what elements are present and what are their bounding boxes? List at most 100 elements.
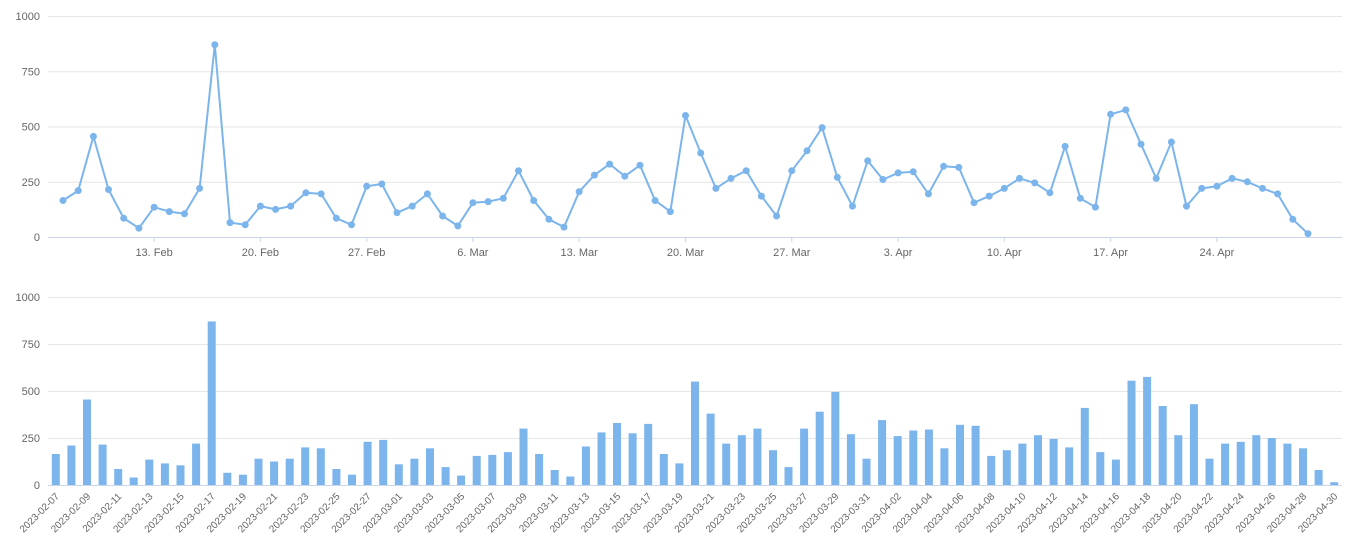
line-point[interactable] <box>909 168 917 176</box>
line-point[interactable] <box>1000 184 1008 192</box>
bar[interactable] <box>581 446 590 486</box>
bar[interactable] <box>1018 443 1027 485</box>
line-point[interactable] <box>530 197 538 204</box>
bar[interactable] <box>223 472 232 485</box>
bar[interactable] <box>1111 459 1120 485</box>
line-point[interactable] <box>712 184 720 192</box>
line-point[interactable] <box>165 208 173 216</box>
line-point[interactable] <box>803 147 811 155</box>
line-point[interactable] <box>575 188 583 196</box>
bar[interactable] <box>285 458 294 485</box>
line-point[interactable] <box>1213 182 1221 190</box>
line-point[interactable] <box>1304 230 1312 238</box>
line-point[interactable] <box>439 212 447 220</box>
line-point[interactable] <box>955 163 963 171</box>
line-point[interactable] <box>636 161 644 169</box>
bar[interactable] <box>675 463 684 485</box>
bar[interactable] <box>613 423 621 485</box>
line-point[interactable] <box>226 219 234 227</box>
bar[interactable] <box>1174 435 1183 485</box>
line-point[interactable] <box>924 190 932 198</box>
line-point[interactable] <box>105 186 112 193</box>
line-point[interactable] <box>651 197 659 204</box>
line-point[interactable] <box>120 214 128 222</box>
line-point[interactable] <box>89 132 97 140</box>
bar[interactable] <box>831 391 840 485</box>
line-point[interactable] <box>1031 179 1039 187</box>
bar[interactable] <box>909 430 918 486</box>
line-point[interactable] <box>256 202 264 210</box>
bar[interactable] <box>441 467 450 485</box>
line-point[interactable] <box>833 173 841 181</box>
bar[interactable] <box>1002 450 1011 485</box>
line-point[interactable] <box>1152 174 1160 182</box>
bar[interactable] <box>67 445 76 486</box>
bar[interactable] <box>550 470 559 485</box>
line-point[interactable] <box>985 192 993 200</box>
line-point[interactable] <box>606 160 614 168</box>
bar[interactable] <box>659 454 668 485</box>
bar[interactable] <box>426 448 434 485</box>
line-point[interactable] <box>59 197 67 204</box>
line-point[interactable] <box>1016 174 1023 182</box>
line-point[interactable] <box>818 124 826 132</box>
bar[interactable] <box>238 474 247 485</box>
bar[interactable] <box>706 413 715 485</box>
line-point[interactable] <box>1167 138 1175 146</box>
line-point[interactable] <box>727 174 735 182</box>
line-point[interactable] <box>469 199 477 207</box>
bar[interactable] <box>1283 443 1292 485</box>
line-point[interactable] <box>1243 178 1251 186</box>
line-point[interactable] <box>1198 184 1206 192</box>
bar[interactable] <box>535 454 544 485</box>
bar[interactable] <box>270 461 279 486</box>
bar[interactable] <box>597 432 606 485</box>
bar[interactable] <box>1127 380 1136 485</box>
bar[interactable] <box>1096 452 1105 485</box>
line-point[interactable] <box>241 221 249 229</box>
line-point[interactable] <box>348 221 355 229</box>
line-point[interactable] <box>1122 106 1130 114</box>
bar[interactable] <box>737 435 746 485</box>
bar[interactable] <box>1189 404 1198 485</box>
bar[interactable] <box>472 455 481 485</box>
bar[interactable] <box>769 450 777 485</box>
bar[interactable] <box>691 381 699 485</box>
bar[interactable] <box>503 452 512 485</box>
bar[interactable] <box>379 439 388 485</box>
bar[interactable] <box>176 465 185 485</box>
line-point[interactable] <box>211 41 219 49</box>
line-point[interactable] <box>1289 215 1297 223</box>
bar[interactable] <box>893 436 902 485</box>
bar[interactable] <box>722 443 731 485</box>
line-point[interactable] <box>757 192 765 200</box>
bar[interactable] <box>956 424 964 485</box>
line-point[interactable] <box>545 215 553 223</box>
bar[interactable] <box>332 469 341 485</box>
bar[interactable] <box>815 411 824 485</box>
line-point[interactable] <box>864 157 872 165</box>
line-point[interactable] <box>1046 189 1054 197</box>
bar[interactable] <box>301 447 310 485</box>
line-point[interactable] <box>272 205 280 213</box>
bar[interactable] <box>519 428 528 485</box>
line-point[interactable] <box>196 184 204 192</box>
bar[interactable] <box>1267 438 1276 485</box>
bar[interactable] <box>394 464 403 485</box>
line-point[interactable] <box>1183 202 1190 210</box>
line-point[interactable] <box>879 176 887 183</box>
bar[interactable] <box>971 425 980 485</box>
bar[interactable] <box>1080 407 1089 485</box>
bar[interactable] <box>316 448 325 485</box>
bar[interactable] <box>753 428 762 485</box>
line-point[interactable] <box>302 189 310 197</box>
line-point[interactable] <box>682 112 689 119</box>
line-point[interactable] <box>181 210 188 218</box>
bar[interactable] <box>51 454 60 485</box>
bar[interactable] <box>207 321 216 485</box>
line-point[interactable] <box>499 194 507 202</box>
bar[interactable] <box>1143 376 1152 485</box>
bar[interactable] <box>940 448 949 485</box>
line-point[interactable] <box>423 190 431 198</box>
bar[interactable] <box>1065 447 1074 485</box>
